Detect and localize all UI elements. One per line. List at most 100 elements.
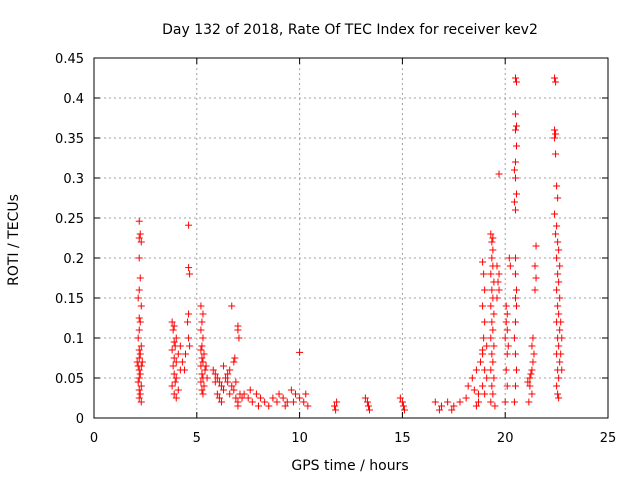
- data-point: [198, 354, 206, 362]
- data-point: [168, 346, 176, 354]
- data-point: [283, 398, 291, 406]
- data-point: [138, 358, 146, 366]
- data-point: [135, 366, 143, 374]
- data-point: [366, 406, 374, 414]
- data-point: [488, 286, 496, 294]
- data-point: [528, 366, 536, 374]
- data-point: [558, 366, 566, 374]
- data-point: [555, 394, 563, 402]
- data-point: [331, 402, 339, 410]
- data-point: [556, 294, 564, 302]
- data-point: [171, 378, 179, 386]
- data-point: [222, 374, 230, 382]
- y-tick-label: 0.45: [55, 52, 84, 67]
- data-point: [529, 334, 537, 342]
- data-point: [489, 358, 497, 366]
- data-point: [198, 386, 206, 394]
- data-point: [399, 402, 407, 410]
- data-point: [170, 338, 178, 346]
- data-point: [481, 366, 489, 374]
- data-point: [488, 238, 496, 246]
- data-point: [169, 326, 177, 334]
- data-point: [487, 398, 495, 406]
- data-point: [199, 334, 207, 342]
- data-point: [511, 350, 519, 358]
- data-point: [135, 234, 143, 242]
- data-point: [513, 122, 521, 130]
- data-point: [332, 406, 340, 414]
- data-point: [503, 310, 511, 318]
- data-point: [224, 370, 232, 378]
- data-point: [170, 390, 178, 398]
- data-point: [136, 230, 144, 238]
- y-tick-label: 0.15: [55, 292, 84, 307]
- data-point: [199, 358, 207, 366]
- data-point: [487, 366, 495, 374]
- data-point: [174, 350, 182, 358]
- data-point: [304, 402, 312, 410]
- data-point: [137, 382, 145, 390]
- data-point: [493, 262, 501, 270]
- data-point: [529, 358, 537, 366]
- data-point: [137, 302, 145, 310]
- data-point: [180, 366, 188, 374]
- data-point: [489, 390, 497, 398]
- data-point: [551, 210, 559, 218]
- data-point: [503, 326, 511, 334]
- data-point: [211, 378, 219, 386]
- data-point: [134, 334, 142, 342]
- data-point: [554, 194, 562, 202]
- data-point: [527, 370, 535, 378]
- data-point: [199, 310, 207, 318]
- data-point: [211, 370, 219, 378]
- data-point: [217, 382, 225, 390]
- data-point: [287, 386, 295, 394]
- data-point: [136, 318, 144, 326]
- data-point: [503, 382, 511, 390]
- data-point: [511, 126, 519, 134]
- data-point: [186, 270, 194, 278]
- data-point: [555, 374, 563, 382]
- data-point: [235, 334, 243, 342]
- data-point: [472, 402, 480, 410]
- data-point: [483, 374, 491, 382]
- data-point: [213, 390, 221, 398]
- data-point: [176, 342, 184, 350]
- data-point: [553, 286, 561, 294]
- y-tick-label: 0.2: [63, 252, 84, 267]
- data-point: [136, 370, 144, 378]
- y-tick-label: 0.25: [55, 212, 84, 227]
- data-point: [185, 264, 193, 272]
- data-point: [511, 206, 519, 214]
- data-point: [137, 342, 145, 350]
- y-tick-label: 0.3: [63, 172, 84, 187]
- data-point: [215, 394, 223, 402]
- data-point: [511, 318, 519, 326]
- data-point: [136, 274, 144, 282]
- data-point: [135, 326, 143, 334]
- data-point: [531, 286, 539, 294]
- data-point: [487, 230, 495, 238]
- data-point: [197, 302, 205, 310]
- data-point: [257, 394, 265, 402]
- data-point: [554, 238, 562, 246]
- data-point: [230, 358, 238, 366]
- data-point: [444, 398, 452, 406]
- data-point: [220, 386, 228, 394]
- data-point: [135, 286, 143, 294]
- data-point: [557, 318, 565, 326]
- data-point: [490, 374, 498, 382]
- data-point: [234, 326, 242, 334]
- data-point: [488, 350, 496, 358]
- y-tick-label: 0.35: [55, 132, 84, 147]
- data-point: [506, 262, 514, 270]
- data-point: [213, 374, 221, 382]
- data-point: [479, 258, 487, 266]
- data-point: [230, 386, 238, 394]
- data-point: [224, 378, 232, 386]
- data-point: [555, 310, 563, 318]
- data-point: [199, 390, 207, 398]
- data-point: [198, 370, 206, 378]
